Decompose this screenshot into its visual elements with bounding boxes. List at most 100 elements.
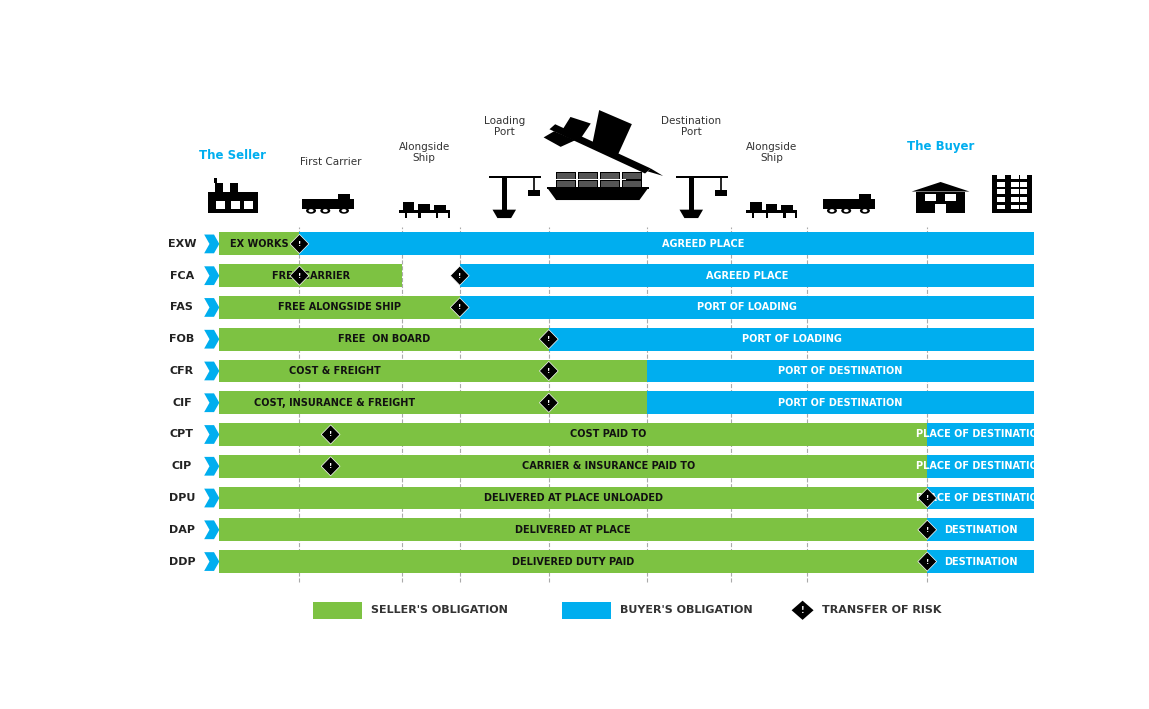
Text: SELLER'S OBLIGATION: SELLER'S OBLIGATION [371, 605, 508, 615]
Bar [622, 172, 642, 179]
Bar [1011, 204, 1018, 209]
Bar [927, 455, 1034, 478]
Text: Alongside
Ship: Alongside Ship [746, 142, 797, 163]
Text: DELIVERED DUTY PAID: DELIVERED DUTY PAID [512, 557, 634, 566]
Text: !: ! [547, 336, 550, 342]
Bar [578, 180, 597, 187]
Text: BUYER'S OBLIGATION: BUYER'S OBLIGATION [620, 605, 753, 615]
Bar [1019, 174, 1027, 179]
Bar [997, 189, 1005, 194]
Bar [399, 211, 449, 213]
Bar [1011, 197, 1018, 202]
Bar [676, 176, 689, 179]
Polygon shape [205, 425, 219, 444]
Bar [402, 202, 415, 211]
Bar [219, 296, 460, 319]
Polygon shape [290, 234, 309, 254]
Text: DPU: DPU [169, 493, 195, 503]
Bar [992, 175, 1032, 213]
Polygon shape [918, 489, 936, 508]
Polygon shape [322, 457, 340, 476]
Text: CFR: CFR [170, 366, 194, 376]
Text: TRANSFER OF RISK: TRANSFER OF RISK [823, 605, 942, 615]
Polygon shape [205, 267, 219, 285]
Bar [219, 328, 549, 351]
Bar [579, 181, 596, 186]
Circle shape [321, 208, 330, 213]
Text: The Buyer: The Buyer [907, 140, 974, 153]
Bar [557, 173, 574, 179]
Text: DESTINATION: DESTINATION [944, 525, 1017, 535]
Text: Destination
Port: Destination Port [661, 116, 722, 138]
Text: !: ! [458, 304, 462, 311]
Bar [219, 486, 927, 510]
Bar [219, 455, 927, 478]
Bar [557, 181, 574, 186]
Text: PORT OF DESTINATION: PORT OF DESTINATION [778, 398, 903, 408]
Bar [1011, 189, 1018, 194]
Polygon shape [205, 235, 219, 253]
Polygon shape [593, 110, 632, 155]
Bar [562, 601, 611, 619]
Circle shape [306, 208, 316, 213]
Bar [997, 174, 1005, 179]
Bar [1019, 204, 1027, 209]
Bar [219, 518, 927, 541]
Bar [1019, 189, 1027, 194]
Bar [556, 180, 576, 187]
Bar [300, 233, 1034, 255]
Bar [946, 194, 956, 201]
Bar [647, 359, 1034, 382]
Text: !: ! [801, 605, 804, 615]
Bar [927, 550, 1034, 573]
Polygon shape [562, 117, 591, 138]
Bar [601, 181, 618, 186]
Text: !: ! [458, 273, 462, 279]
Text: AGREED PLACE: AGREED PLACE [705, 271, 788, 281]
Bar [302, 199, 338, 209]
Bar [448, 213, 450, 218]
Polygon shape [450, 266, 469, 285]
Bar [338, 194, 350, 199]
Polygon shape [543, 131, 576, 147]
Polygon shape [792, 601, 813, 620]
Text: !: ! [547, 400, 550, 406]
Polygon shape [205, 457, 219, 476]
Text: FREE CARRIER: FREE CARRIER [271, 271, 349, 281]
Text: CARRIER & INSURANCE PAID TO: CARRIER & INSURANCE PAID TO [522, 462, 695, 471]
Bar [823, 199, 858, 209]
Bar [623, 181, 641, 186]
Polygon shape [539, 393, 558, 413]
Circle shape [830, 209, 834, 212]
Polygon shape [205, 520, 219, 539]
Bar [219, 233, 300, 255]
Circle shape [341, 209, 347, 212]
Bar [502, 176, 507, 210]
Polygon shape [493, 210, 516, 218]
Bar [622, 180, 642, 187]
Bar [578, 172, 597, 179]
Bar [418, 203, 430, 211]
Text: FREE  ON BOARD: FREE ON BOARD [338, 334, 430, 344]
Text: PLACE OF DESTINATION: PLACE OF DESTINATION [916, 462, 1046, 471]
Circle shape [859, 208, 870, 213]
Text: !: ! [547, 368, 550, 374]
Text: FCA: FCA [170, 271, 194, 281]
Bar [338, 199, 354, 209]
Bar [927, 518, 1034, 541]
Bar [244, 201, 253, 208]
Bar [219, 550, 927, 573]
Circle shape [323, 209, 327, 212]
Text: FOB: FOB [169, 334, 194, 344]
Text: COST & FREIGHT: COST & FREIGHT [288, 366, 380, 376]
Bar [935, 203, 946, 213]
Text: COST, INSURANCE & FREIGHT: COST, INSURANCE & FREIGHT [254, 398, 415, 408]
Polygon shape [290, 266, 309, 285]
Text: !: ! [926, 559, 928, 564]
Text: The Seller: The Seller [199, 149, 267, 162]
Text: EXW: EXW [168, 239, 196, 249]
Polygon shape [205, 489, 219, 508]
Text: DESTINATION: DESTINATION [944, 557, 1017, 566]
Bar [765, 213, 768, 218]
Bar [434, 205, 446, 211]
